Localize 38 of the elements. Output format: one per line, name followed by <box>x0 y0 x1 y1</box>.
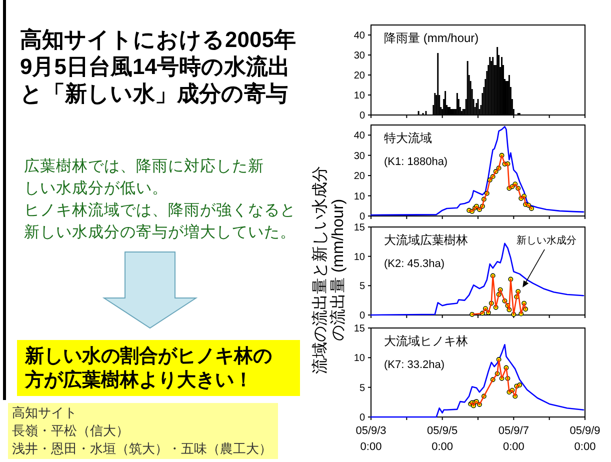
text: ヒノキ林流域では、降雨が強くなると新しい水成分の寄与が増大していた。 <box>24 201 297 243</box>
y-tick-label: 0 <box>359 412 366 424</box>
y-tick-label: 30 <box>354 150 366 162</box>
y-tick-label: 10 <box>354 90 366 102</box>
y-tick-label: 10 <box>354 252 366 263</box>
x-tick-label: 05/9/7 0:00 <box>498 425 529 453</box>
y-tick-label: 5 <box>359 382 366 394</box>
text: (K2: 45.3ha) <box>384 258 445 270</box>
text: 新しい水の割合がヒノキ林の方が広葉樹林より大きい！ <box>17 340 300 396</box>
x-tick-label: 05/9/5 0:00 <box>427 425 458 453</box>
y-tick-label: 20 <box>354 171 366 182</box>
text: 高知サイト <box>12 404 78 422</box>
y-tick-label: 10 <box>354 353 366 364</box>
text: 長嶺・平松（信大） <box>12 422 130 440</box>
text: 広葉樹林では、降雨に対応した新しい水成分が低い。 <box>24 157 265 199</box>
x-tick-label: 05/9/9 0:00 <box>570 425 600 453</box>
annotation: 新しい水成分 <box>516 234 577 246</box>
text: 大流域広葉樹林 <box>384 233 468 247</box>
y-axis-title: 流域の流出量と新しい水成分の流出量 (mm/hour) <box>311 166 347 374</box>
text: 浅井・恩田・水垣（筑大）・五味（農工大） <box>12 440 273 458</box>
text: (K7: 33.2ha) <box>384 359 445 371</box>
text: 高知サイトにおける2005年9月5日台風14号時の水流出と「新しい水」成分の寄与 <box>20 26 297 107</box>
text: 大流域ヒノキ林 <box>384 334 468 348</box>
y-tick-label: 40 <box>354 130 366 142</box>
y-tick-label: 0 <box>359 110 366 122</box>
text: (K1: 1880ha) <box>384 156 448 168</box>
y-tick-label: 20 <box>354 70 366 82</box>
text: 特大流域 <box>384 131 432 145</box>
y-tick-label: 30 <box>354 50 366 62</box>
x-tick-label: 05/9/3 0:00 <box>356 425 386 453</box>
y-tick-label: 15 <box>354 324 366 334</box>
y-tick-label: 10 <box>354 191 366 202</box>
y-tick-label: 0 <box>359 212 366 222</box>
y-tick-label: 5 <box>359 281 366 292</box>
y-tick-label: 0 <box>359 310 366 322</box>
text: 降雨量 (mm/hour) <box>384 31 479 45</box>
y-tick-label: 40 <box>354 30 366 42</box>
y-tick-label: 15 <box>354 222 366 234</box>
